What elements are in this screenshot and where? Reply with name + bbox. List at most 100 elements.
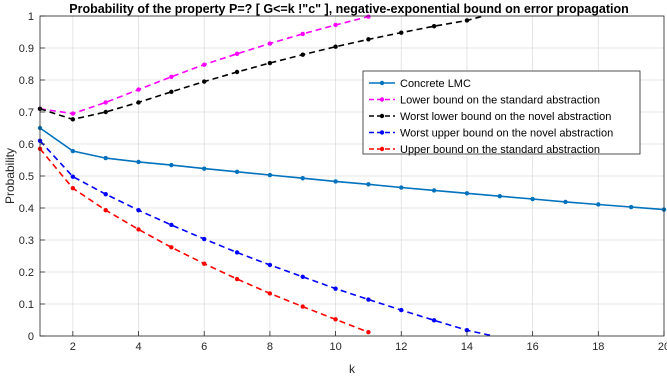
legend-label: Concrete LMC <box>400 78 471 90</box>
data-point <box>202 236 207 242</box>
data-point <box>234 250 240 255</box>
data-point <box>399 307 404 313</box>
data-point <box>202 261 207 266</box>
data-point <box>431 24 437 29</box>
data-point <box>464 328 470 333</box>
y-axis-ticks: 0 0.1 0.2 0.3 0.4 0.5 0.6 0.7 0.8 0.9 1 <box>19 11 45 343</box>
y-tick-label: 0.3 <box>19 235 34 247</box>
series-3 <box>37 138 494 337</box>
x-axis-ticks: 2 4 6 8 10 12 14 16 18 20 <box>70 331 667 353</box>
data-point <box>464 18 470 23</box>
data-point <box>136 159 141 165</box>
chart-title: Probability of the property P=? [ G<=k !… <box>69 2 629 16</box>
data-point <box>333 179 338 184</box>
legend-entry: Worst upper bound on the novel abstracti… <box>369 128 613 140</box>
data-point <box>169 162 174 168</box>
x-tick-label: 20 <box>658 341 667 353</box>
x-tick-label: 4 <box>135 341 141 353</box>
data-point <box>267 41 273 46</box>
y-tick-label: 0.2 <box>19 267 34 279</box>
legend-box <box>362 70 641 155</box>
data-point <box>628 204 634 210</box>
data-point <box>136 208 141 213</box>
legend-entry: Upper bound on the standard abstraction <box>369 144 600 156</box>
y-tick-label: 0.8 <box>19 75 34 87</box>
y-tick-label: 0.5 <box>19 171 34 183</box>
series-0 <box>37 125 667 212</box>
data-point <box>366 14 371 19</box>
data-point <box>70 148 76 154</box>
data-point <box>136 227 141 232</box>
data-point <box>333 317 338 322</box>
y-tick-label: 0.1 <box>19 299 34 311</box>
data-point <box>202 79 207 84</box>
x-tick-label: 2 <box>70 341 76 353</box>
data-point <box>333 22 338 28</box>
legend-entries: Concrete LMC Lower bound on the standard … <box>369 78 613 156</box>
legend-entry: Lower bound on the standard abstraction <box>369 95 600 107</box>
y-tick-label: 0.7 <box>19 107 34 119</box>
data-point <box>497 193 502 199</box>
y-tick-label: 0.6 <box>19 139 34 151</box>
data-point <box>530 196 535 202</box>
legend-marker <box>379 113 385 119</box>
legend-entry: Concrete LMC <box>369 78 471 90</box>
data-point <box>136 87 141 92</box>
data-point <box>366 182 371 187</box>
data-point <box>70 111 76 116</box>
data-point <box>103 155 108 161</box>
data-point <box>267 291 273 296</box>
data-point <box>169 74 174 80</box>
data-point <box>234 69 240 75</box>
data-point <box>169 89 174 95</box>
legend-label: Worst lower bound on the novel abstracti… <box>400 111 611 123</box>
legend-label: Lower bound on the standard abstraction <box>400 95 600 107</box>
data-point <box>333 286 338 291</box>
legend-entry: Worst lower bound on the novel abstracti… <box>369 111 611 123</box>
legend-label: Worst upper bound on the novel abstracti… <box>400 128 613 140</box>
data-point <box>234 51 240 56</box>
data-point <box>103 208 108 213</box>
legend-marker <box>379 80 385 86</box>
x-tick-label: 18 <box>592 341 604 353</box>
data-point <box>300 304 305 309</box>
data-point <box>202 62 207 67</box>
legend-label: Upper bound on the standard abstraction <box>400 144 600 156</box>
data-point <box>103 192 108 197</box>
data-point <box>563 199 568 205</box>
y-tick-label: 1 <box>28 11 34 23</box>
x-tick-label: 6 <box>201 341 207 353</box>
x-tick-label: 10 <box>329 341 341 353</box>
data-point <box>103 109 108 115</box>
data-point <box>70 117 76 122</box>
data-point <box>169 245 174 250</box>
data-point <box>267 60 273 66</box>
legend: Concrete LMC Lower bound on the standard … <box>362 70 641 156</box>
data-point <box>267 172 273 178</box>
legend-marker <box>379 146 385 152</box>
data-point <box>136 100 141 105</box>
data-point <box>399 30 404 35</box>
data-point <box>70 185 76 191</box>
data-point <box>169 222 174 228</box>
legend-marker <box>379 97 385 102</box>
data-point <box>300 52 305 57</box>
data-point <box>103 100 108 105</box>
series-layer <box>37 14 667 337</box>
x-axis-label: k <box>349 362 356 376</box>
x-tick-label: 14 <box>461 341 473 353</box>
data-point <box>234 276 240 282</box>
series-line <box>39 127 665 211</box>
data-point <box>366 329 371 335</box>
data-point <box>431 318 437 323</box>
data-point <box>431 188 437 193</box>
y-tick-label: 0.4 <box>19 203 34 215</box>
legend-marker <box>379 130 385 135</box>
y-tick-label: 0.9 <box>19 43 34 55</box>
data-point <box>70 174 76 179</box>
data-point <box>300 31 305 37</box>
data-point <box>267 262 273 268</box>
data-point <box>366 37 371 42</box>
data-point <box>399 185 404 190</box>
